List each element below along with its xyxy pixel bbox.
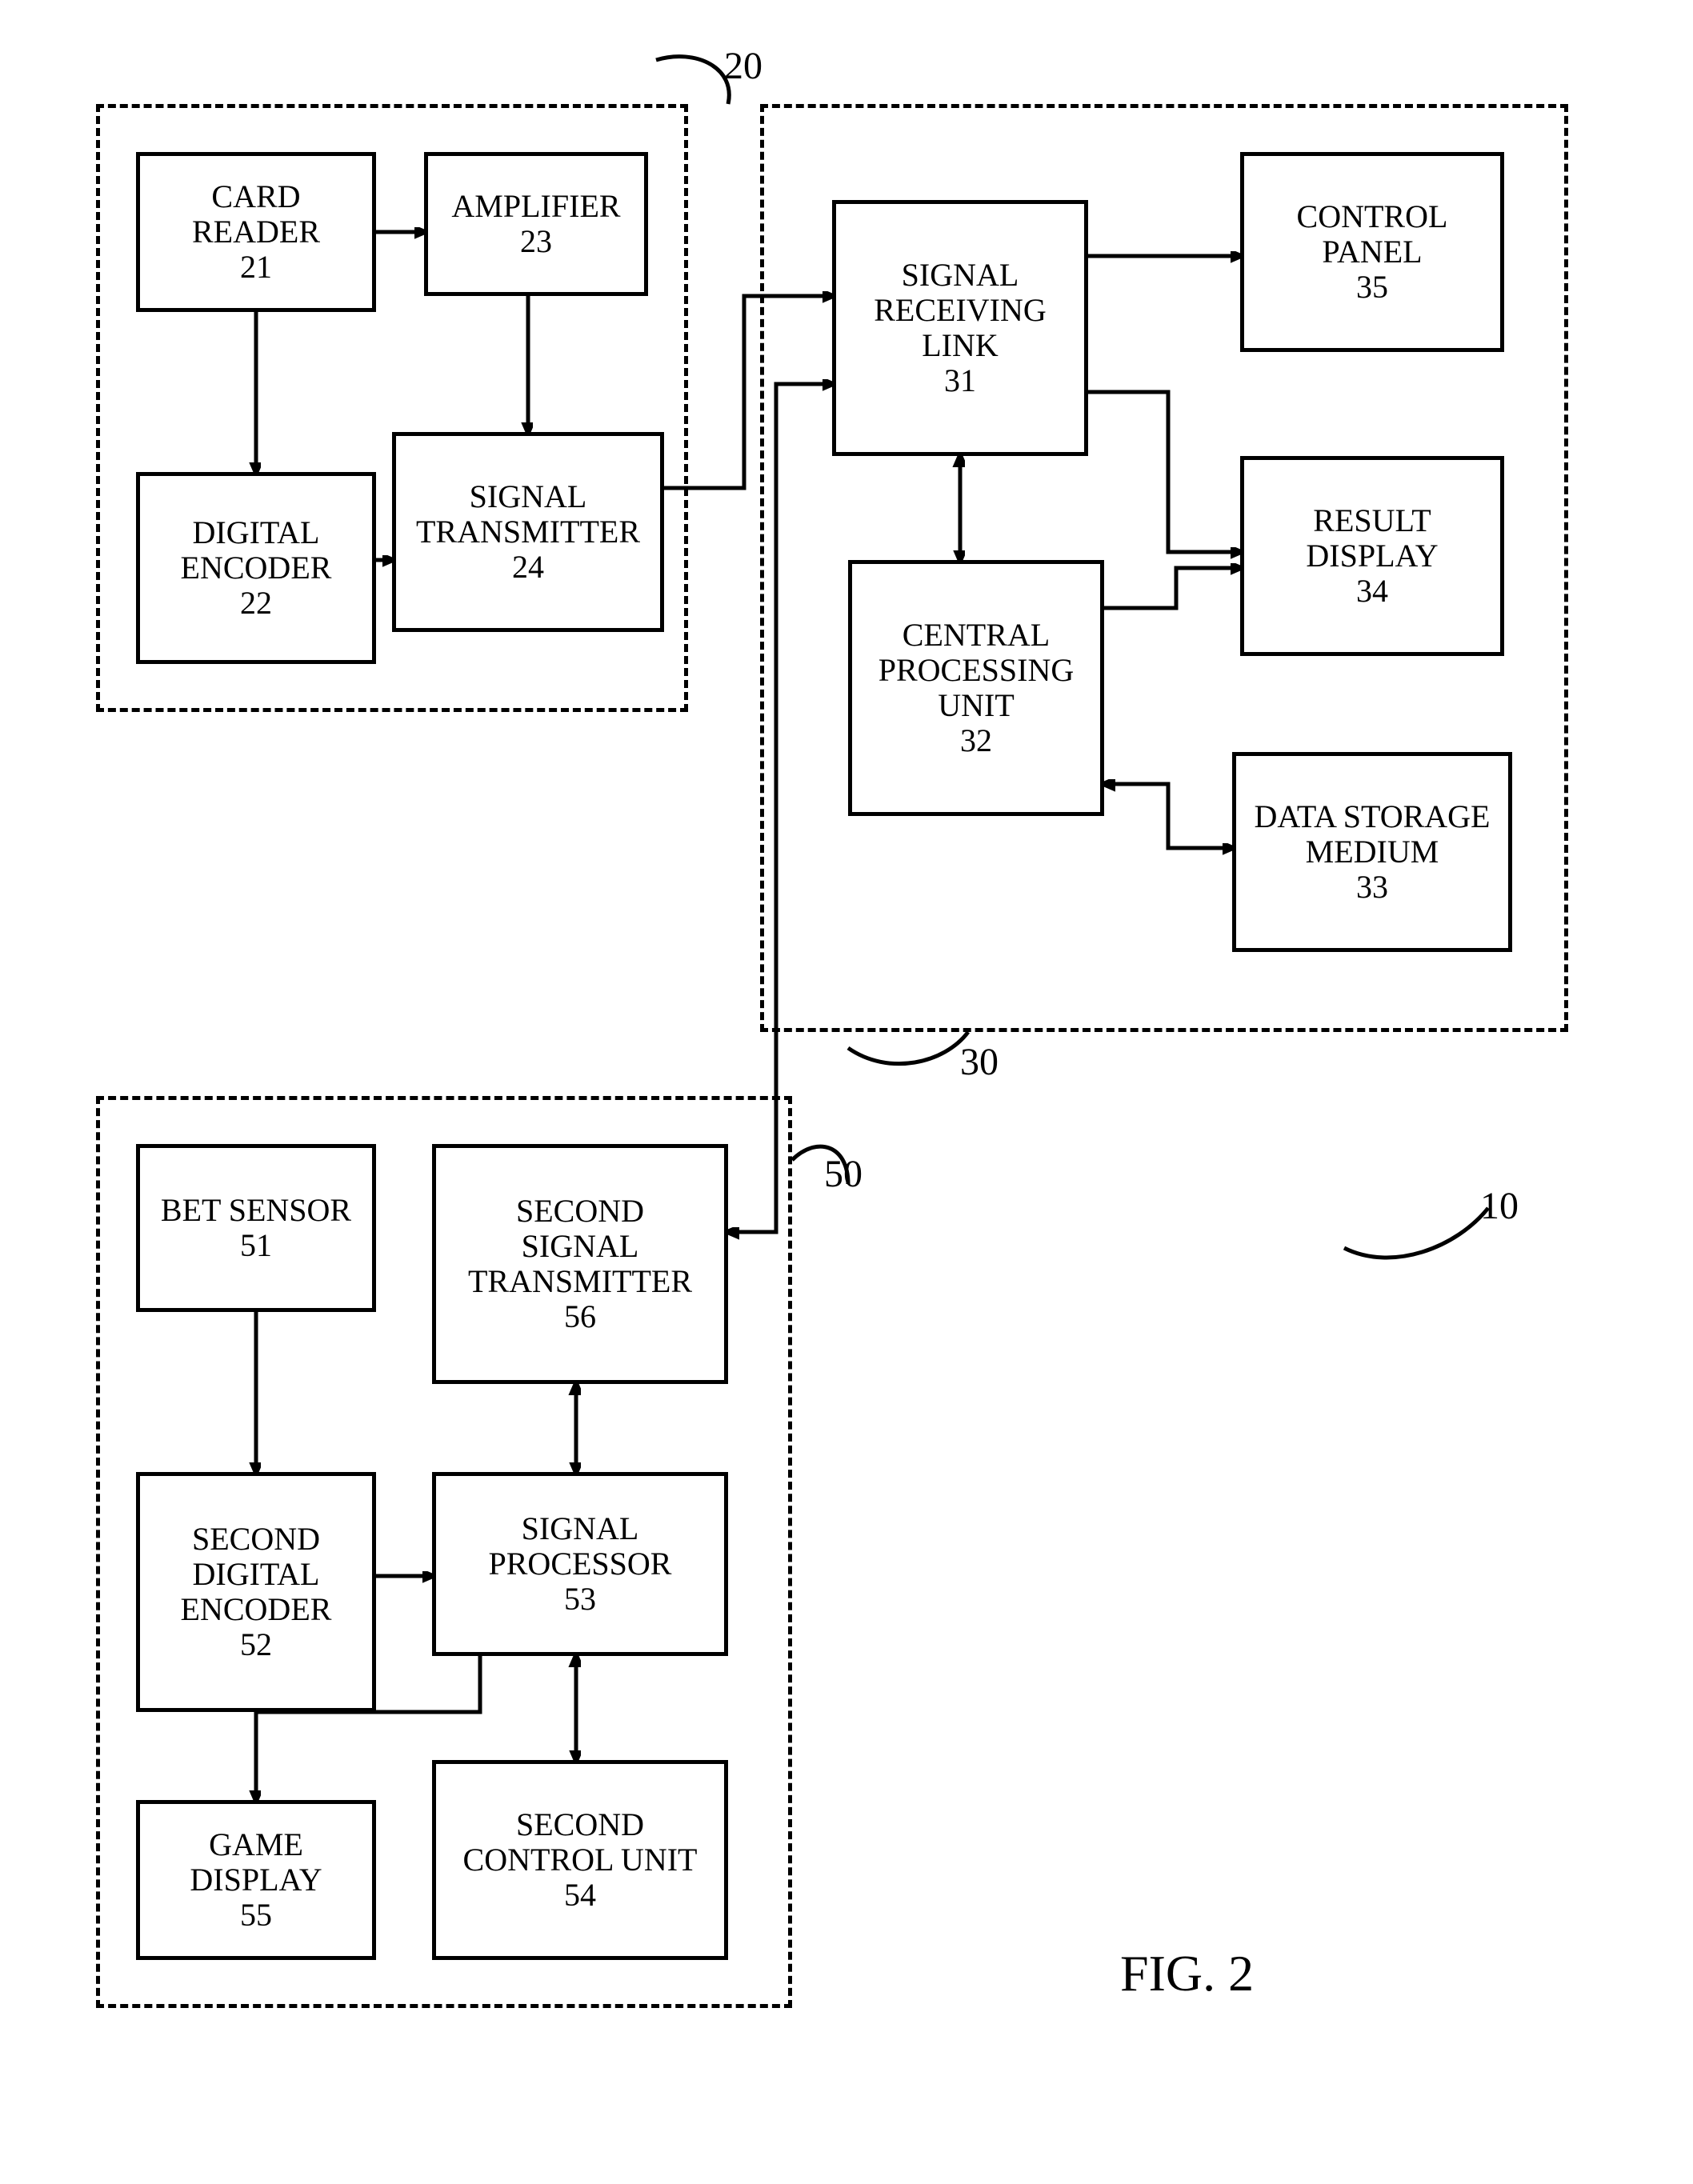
label: DISPLAY [190, 1862, 322, 1898]
block-second-control-unit: SECOND CONTROL UNIT 54 [432, 1760, 728, 1960]
label: DIGITAL [193, 515, 320, 550]
label: CARD READER [145, 179, 367, 250]
diagram-canvas: CARD READER 21 AMPLIFIER 23 DIGITAL ENCO… [0, 0, 1693, 2184]
block-cpu: CENTRAL PROCESSING UNIT 32 [848, 560, 1104, 816]
block-bet-sensor: BET SENSOR 51 [136, 1144, 376, 1312]
ref-50: 50 [824, 1152, 863, 1196]
label: ENCODER [181, 1592, 332, 1627]
ref-number: 52 [240, 1627, 272, 1662]
ref-number: 54 [564, 1878, 596, 1913]
label: CONTROL [1297, 199, 1448, 234]
ref-20: 20 [724, 44, 762, 88]
label: SIGNAL [470, 479, 587, 514]
block-signal-receiving-link: SIGNAL RECEIVING LINK 31 [832, 200, 1088, 456]
label: SIGNAL [522, 1511, 639, 1546]
label: PROCESSING [879, 653, 1075, 688]
ref-number: 34 [1356, 574, 1388, 609]
label: DIGITAL [193, 1557, 320, 1592]
figure-label: FIG. 2 [1120, 1944, 1254, 2003]
ref-number: 33 [1356, 870, 1388, 905]
ref-number: 35 [1356, 270, 1388, 305]
label: TRANSMITTER [468, 1264, 692, 1299]
label: MEDIUM [1306, 834, 1439, 870]
ref-10: 10 [1480, 1184, 1519, 1228]
block-card-reader: CARD READER 21 [136, 152, 376, 312]
ref-number: 51 [240, 1228, 272, 1263]
block-control-panel: CONTROL PANEL 35 [1240, 152, 1504, 352]
label: SECOND [516, 1807, 644, 1842]
ref-30: 30 [960, 1040, 999, 1084]
label: PROCESSOR [489, 1546, 672, 1582]
block-second-encoder: SECOND DIGITAL ENCODER 52 [136, 1472, 376, 1712]
ref-number: 56 [564, 1299, 596, 1334]
ref-number: 24 [512, 550, 544, 585]
ref-number: 53 [564, 1582, 596, 1617]
ref-number: 32 [960, 723, 992, 758]
label: TRANSMITTER [416, 514, 640, 550]
block-data-storage: DATA STORAGE MEDIUM 33 [1232, 752, 1512, 952]
ref-number: 31 [944, 363, 976, 398]
block-game-display: GAME DISPLAY 55 [136, 1800, 376, 1960]
ref-number: 21 [240, 250, 272, 285]
label: UNIT [938, 688, 1015, 723]
label: SIGNAL [522, 1229, 639, 1264]
block-signal-processor: SIGNAL PROCESSOR 53 [432, 1472, 728, 1656]
label: CENTRAL [903, 618, 1050, 653]
block-signal-transmitter: SIGNAL TRANSMITTER 24 [392, 432, 664, 632]
block-result-display: RESULT DISPLAY 34 [1240, 456, 1504, 656]
block-digital-encoder: DIGITAL ENCODER 22 [136, 472, 376, 664]
ref-number: 55 [240, 1898, 272, 1933]
label: SIGNAL [902, 258, 1019, 293]
block-second-signal-transmitter: SECOND SIGNAL TRANSMITTER 56 [432, 1144, 728, 1384]
label: AMPLIFIER [451, 189, 620, 224]
label: SECOND [192, 1522, 320, 1557]
label: GAME [209, 1827, 303, 1862]
label: DISPLAY [1306, 538, 1438, 574]
label: BET SENSOR [161, 1193, 351, 1228]
ref-number: 23 [520, 224, 552, 259]
block-amplifier: AMPLIFIER 23 [424, 152, 648, 296]
label: RECEIVING [874, 293, 1047, 328]
label: DATA STORAGE [1255, 799, 1491, 834]
label: PANEL [1322, 234, 1422, 270]
label: RESULT [1313, 503, 1431, 538]
label: CONTROL UNIT [463, 1842, 698, 1878]
ref-number: 22 [240, 586, 272, 621]
label: LINK [922, 328, 999, 363]
label: ENCODER [181, 550, 332, 586]
label: SECOND [516, 1194, 644, 1229]
